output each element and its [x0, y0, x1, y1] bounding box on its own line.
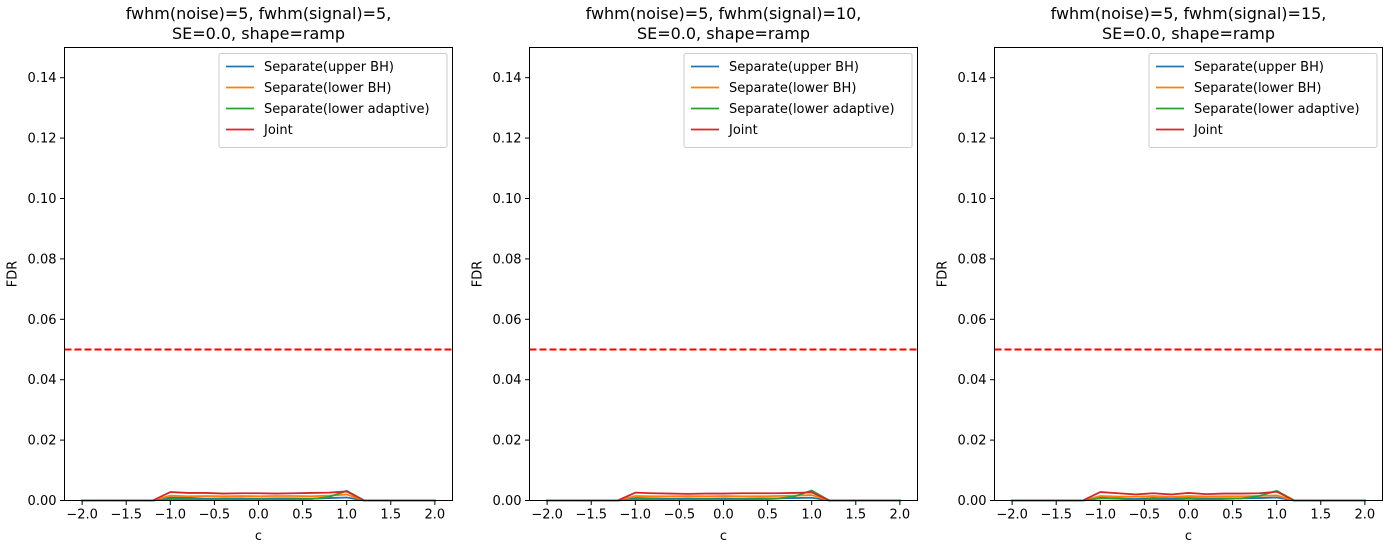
legend-label: Separate(lower adaptive)	[264, 102, 430, 117]
legend-label: Joint	[728, 123, 758, 138]
y-tick-label: 0.10	[28, 192, 57, 207]
y-tick-label: 0.12	[958, 132, 987, 147]
y-tick-label: 0.04	[958, 373, 987, 388]
x-tick-label: −2.0	[66, 508, 98, 523]
x-tick-label: 0.5	[292, 508, 313, 523]
x-tick-label: −0.5	[1129, 508, 1161, 523]
y-axis-label: FDR	[471, 261, 486, 288]
chart-panel-3: fwhm(noise)=5, fwhm(signal)=15,SE=0.0, s…	[936, 4, 1383, 544]
chart-title: fwhm(noise)=5, fwhm(signal)=15,	[1051, 4, 1327, 23]
y-tick-label: 0.00	[958, 494, 987, 509]
x-tick-label: −1.5	[575, 508, 607, 523]
y-tick-label: 0.08	[493, 252, 522, 267]
x-tick-label: 1.0	[336, 508, 357, 523]
legend-label: Separate(upper BH)	[729, 60, 859, 75]
legend: Separate(upper BH) Separate(lower BH) Sepa…	[1148, 53, 1378, 148]
x-axis-label: c	[1185, 529, 1192, 544]
y-tick-label: 0.10	[493, 192, 522, 207]
x-tick-label: −2.0	[531, 508, 563, 523]
x-tick-label: −1.0	[620, 508, 652, 523]
y-tick-label: 0.08	[28, 252, 57, 267]
x-tick-label: 0.0	[713, 508, 734, 523]
y-tick-label: 0.06	[28, 313, 57, 328]
x-tick-label: 0.0	[248, 508, 269, 523]
y-tick-label: 0.00	[493, 494, 522, 509]
y-tick-label: 0.06	[493, 313, 522, 328]
chart-panel-1: fwhm(noise)=5, fwhm(signal)=5,SE=0.0, sh…	[6, 4, 453, 544]
legend-box	[683, 53, 913, 148]
y-tick-label: 0.14	[28, 71, 57, 86]
legend: Separate(upper BH) Separate(lower BH) Sepa…	[683, 53, 913, 148]
y-tick-label: 0.14	[958, 71, 987, 86]
x-tick-label: −1.5	[110, 508, 142, 523]
x-tick-label: 0.0	[1178, 508, 1199, 523]
legend-label: Separate(lower BH)	[729, 81, 856, 96]
x-tick-label: −1.5	[1040, 508, 1072, 523]
legend-box	[218, 53, 448, 148]
y-tick-label: 0.02	[28, 434, 57, 449]
legend: Separate(upper BH) Separate(lower BH) Sepa…	[218, 53, 448, 148]
y-tick-label: 0.02	[958, 434, 987, 449]
x-tick-label: −1.0	[1085, 508, 1117, 523]
legend-label: Separate(lower adaptive)	[1194, 102, 1360, 117]
x-tick-label: 0.5	[1222, 508, 1243, 523]
legend-label: Joint	[1193, 123, 1223, 138]
y-tick-label: 0.06	[958, 313, 987, 328]
y-axis-label: FDR	[936, 261, 951, 288]
legend-label: Separate(upper BH)	[264, 60, 394, 75]
chart-panel-2: fwhm(noise)=5, fwhm(signal)=10,SE=0.0, s…	[471, 4, 918, 544]
legend-label: Joint	[263, 123, 293, 138]
y-tick-label: 0.12	[28, 132, 57, 147]
legend-box	[1148, 53, 1378, 148]
y-tick-label: 0.00	[28, 494, 57, 509]
x-tick-label: 1.5	[380, 508, 401, 523]
x-tick-label: 1.5	[1310, 508, 1331, 523]
legend-label: Separate(lower BH)	[264, 81, 391, 96]
y-tick-label: 0.02	[493, 434, 522, 449]
chart-title: fwhm(noise)=5, fwhm(signal)=10,	[586, 4, 862, 23]
x-tick-label: −1.0	[155, 508, 187, 523]
y-axis-label: FDR	[6, 261, 21, 288]
x-tick-label: 2.0	[425, 508, 446, 523]
y-tick-label: 0.04	[493, 373, 522, 388]
x-tick-label: −0.5	[664, 508, 696, 523]
chart-title: fwhm(noise)=5, fwhm(signal)=5,	[126, 4, 392, 23]
x-tick-label: 0.5	[757, 508, 778, 523]
chart-title: SE=0.0, shape=ramp	[172, 24, 345, 43]
legend-label: Separate(upper BH)	[1194, 60, 1324, 75]
legend-label: Separate(lower BH)	[1194, 81, 1321, 96]
x-tick-label: 2.0	[1355, 508, 1376, 523]
x-tick-label: −2.0	[996, 508, 1028, 523]
chart-title: SE=0.0, shape=ramp	[1102, 24, 1275, 43]
x-tick-label: 1.5	[845, 508, 866, 523]
chart-title: SE=0.0, shape=ramp	[637, 24, 810, 43]
x-tick-label: 2.0	[890, 508, 911, 523]
x-tick-label: 1.0	[1266, 508, 1287, 523]
legend-label: Separate(lower adaptive)	[729, 102, 895, 117]
y-tick-label: 0.04	[28, 373, 57, 388]
y-tick-label: 0.14	[493, 71, 522, 86]
x-tick-label: −0.5	[199, 508, 231, 523]
x-axis-label: c	[720, 529, 727, 544]
y-tick-label: 0.10	[958, 192, 987, 207]
x-tick-label: 1.0	[801, 508, 822, 523]
y-tick-label: 0.08	[958, 252, 987, 267]
y-tick-label: 0.12	[493, 132, 522, 147]
x-axis-label: c	[255, 529, 262, 544]
